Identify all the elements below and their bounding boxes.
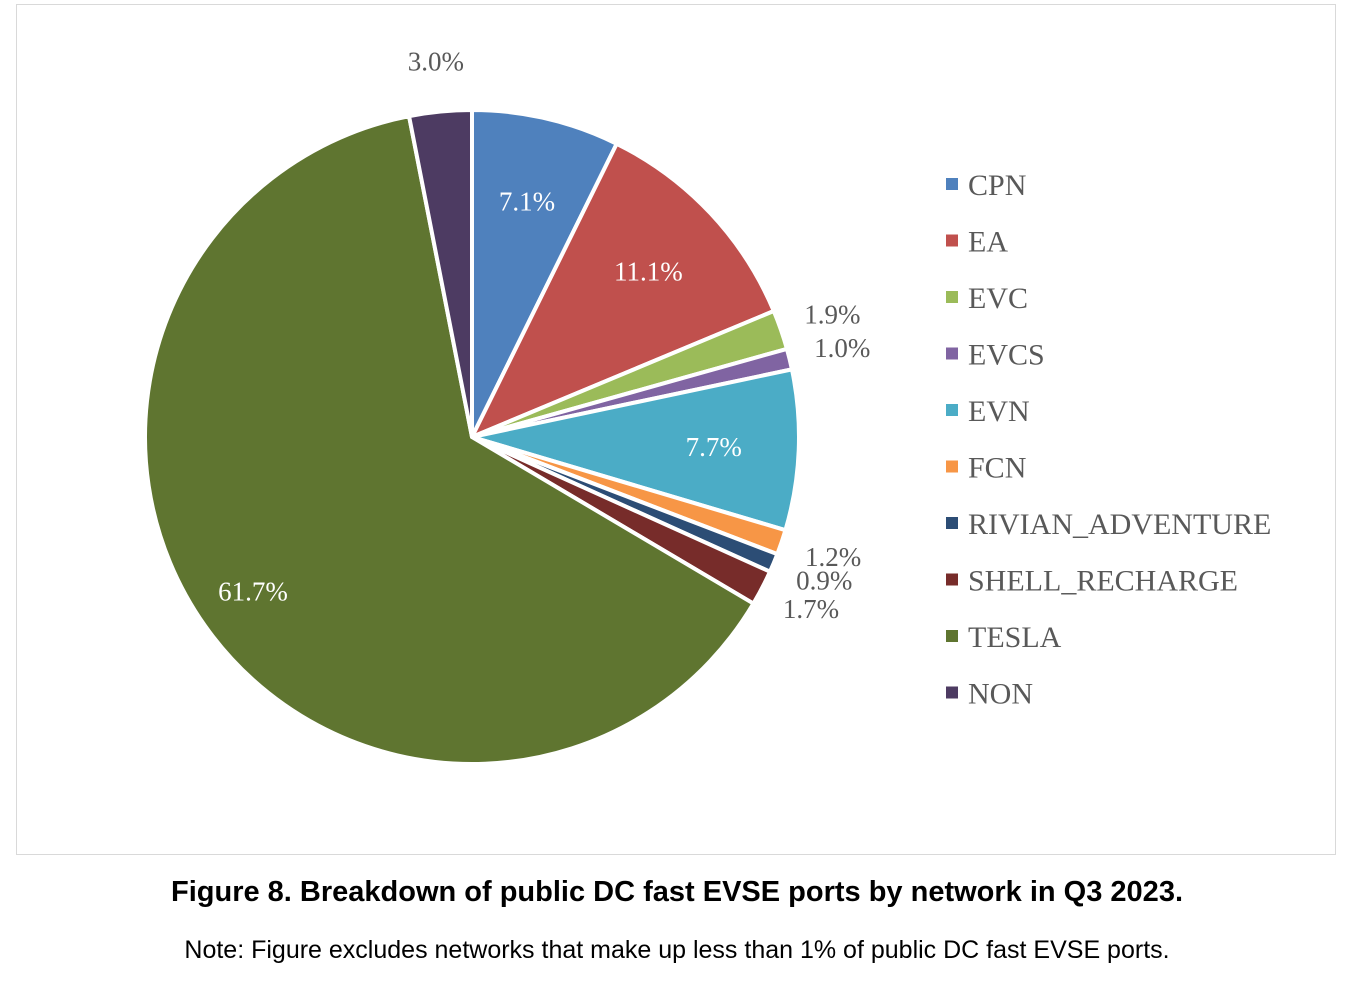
data-label-non: 3.0% bbox=[408, 47, 464, 77]
legend-label-fcn: FCN bbox=[968, 452, 1026, 485]
legend-label-non: NON bbox=[968, 678, 1033, 711]
legend-label-rivian-adventure: RIVIAN_ADVENTURE bbox=[968, 508, 1271, 541]
data-labels: 7.1% 11.1% 1.9%1.0% 7.7% 1.2%0.9%1.7% 61.7% 3.… bbox=[218, 47, 870, 624]
pie-slice-tesla bbox=[143, 114, 756, 766]
data-label-ea: 11.1% bbox=[614, 256, 683, 286]
chart-frame: 7.1% 11.1% 1.9% 1.0% 7.7% 1.2% 0.9% 1.7% 61.7% 3.… bbox=[16, 4, 1336, 855]
data-label-evn: 7.7% bbox=[686, 432, 742, 462]
legend-swatch-shell-recharge bbox=[946, 573, 958, 586]
legend-swatch-non bbox=[946, 686, 958, 699]
legend-swatch-fcn bbox=[946, 460, 958, 473]
legend-label-ea: EA bbox=[968, 226, 1008, 259]
pie-chart: 7.1% 11.1% 1.9%1.0% 7.7% 1.2%0.9%1.7% 61.7% 3.… bbox=[143, 47, 1271, 766]
pie-slice-cpn bbox=[470, 108, 619, 439]
pie-slice-non bbox=[407, 108, 474, 439]
legend-label-evn: EVN bbox=[968, 395, 1030, 428]
legend-swatch-evcs bbox=[946, 347, 958, 360]
data-label-tesla: 61.7% bbox=[218, 577, 288, 607]
legend-label-evc: EVC bbox=[968, 282, 1028, 315]
legend-swatch-ea bbox=[946, 234, 958, 247]
legend-swatch-evn bbox=[946, 404, 958, 416]
data-label-shell-recharge: 1.7% bbox=[783, 594, 839, 624]
data-label-rivian-adventure: 0.9% bbox=[796, 566, 852, 596]
legend-label-cpn: CPN bbox=[968, 169, 1026, 202]
pie-slice-evn bbox=[470, 367, 801, 533]
legend-label-tesla: TESLA bbox=[968, 621, 1062, 654]
data-label-cpn: 7.1% bbox=[499, 186, 555, 216]
figure-caption: Figure 8. Breakdown of public DC fast EV… bbox=[171, 876, 1183, 908]
figure-note: Note: Figure excludes networks that make… bbox=[184, 936, 1170, 964]
data-label-fcn: 1.2% bbox=[805, 542, 861, 572]
legend-label-shell-recharge: SHELL_RECHARGE bbox=[968, 565, 1238, 598]
legend-label-evcs: EVCS bbox=[968, 339, 1045, 372]
legend: CPN EA EVC EVCS EVN FCN RIVIAN_ADVENTURE SHELL_… bbox=[946, 169, 1271, 711]
legend-swatch-evc bbox=[946, 291, 958, 303]
legend-swatch-tesla bbox=[946, 630, 958, 642]
data-label-evcs: 1.0% bbox=[814, 333, 870, 363]
pie-slice-ea bbox=[470, 141, 776, 439]
pie-slices bbox=[143, 108, 801, 766]
legend-swatch-cpn bbox=[946, 178, 958, 190]
data-label-evc: 1.9% bbox=[804, 300, 860, 330]
legend-swatch-rivian-adventure bbox=[946, 517, 958, 529]
